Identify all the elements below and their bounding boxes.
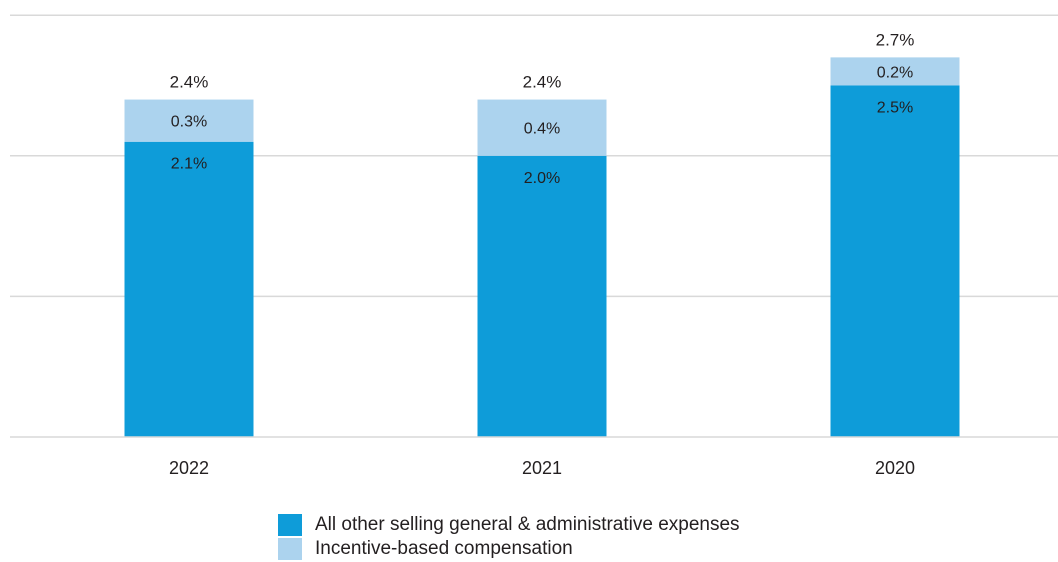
data-label-incentive-comp: 0.2%	[877, 64, 913, 81]
total-label: 2.4%	[170, 73, 209, 92]
bar-segment-all-other-sga	[477, 155, 607, 438]
legend-item-all-other-sga: All other selling general & administrati…	[278, 513, 740, 537]
legend-swatch-all-other-sga	[278, 514, 302, 536]
x-tick-label: 2021	[522, 458, 562, 478]
legend-swatch-incentive-comp	[278, 538, 302, 560]
data-label-all-other-sga: 2.0%	[524, 170, 560, 187]
data-label-all-other-sga: 2.5%	[877, 100, 913, 117]
x-tick-label: 2020	[875, 458, 915, 478]
total-label: 2.4%	[523, 73, 562, 92]
data-label-all-other-sga: 2.1%	[171, 156, 207, 173]
total-label: 2.7%	[876, 30, 915, 49]
legend-item-incentive-comp: Incentive-based compensation	[278, 537, 740, 561]
bar-segment-all-other-sga	[830, 85, 960, 437]
x-tick-label: 2022	[169, 458, 209, 478]
data-label-incentive-comp: 0.3%	[171, 114, 207, 131]
legend-label-all-other-sga: All other selling general & administrati…	[315, 514, 740, 535]
bar-segment-all-other-sga	[124, 141, 254, 438]
legend-label-incentive-comp: Incentive-based compensation	[315, 538, 573, 559]
bar-segment-incentive-comp	[124, 99, 254, 142]
bar-segment-incentive-comp	[477, 99, 607, 156]
bar-segment-incentive-comp	[830, 57, 960, 86]
legend: All other selling general & administrati…	[278, 513, 740, 561]
data-label-incentive-comp: 0.4%	[524, 121, 560, 138]
stacked-bar-chart: 2.1% 0.3% 2.4% 2022 2.0% 0.4% 2.4% 2021 2.5% 0.2%…	[10, 14, 1058, 478]
